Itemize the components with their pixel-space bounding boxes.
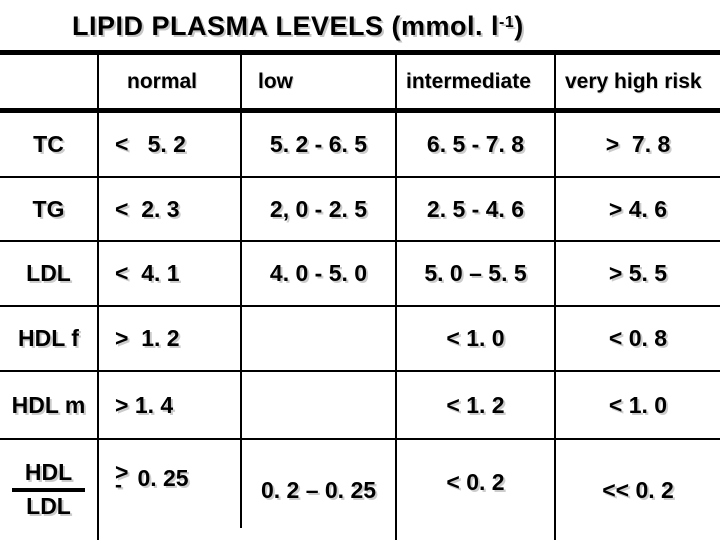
cell-low: 0. 2 – 0. 25 (242, 440, 397, 540)
row-label: TC (0, 113, 99, 176)
header-metric (0, 55, 99, 108)
cell-intermediate: 5. 0 – 5. 5 (397, 242, 556, 305)
cell-normal-value: 0. 25 (137, 464, 189, 491)
cell-very-high-risk: > 4. 6 (608, 195, 668, 222)
cell-low (242, 372, 397, 438)
cell-normal: < 2. 3 (99, 178, 242, 240)
cell-low: 4. 0 - 5. 0 (242, 242, 397, 305)
header-intermediate: intermediate (397, 55, 556, 108)
cell-intermediate: 6. 5 - 7. 8 (397, 113, 556, 176)
cell-very-high-risk: > 7. 8 (605, 131, 671, 157)
table-row-ldl: LDL < 4. 1 4. 0 - 5. 0 5. 0 – 5. 5 > 5. … (0, 242, 720, 307)
row-label: LDL (0, 242, 99, 305)
header-low: low (242, 55, 397, 108)
title-suffix: ) (514, 11, 524, 41)
page-title: LIPID PLASMA LEVELS (mmol. l-1) (0, 0, 720, 50)
cell-normal: > - 0. 25 (99, 428, 242, 528)
title-text: LIPID PLASMA LEVELS (mmol. l (72, 11, 500, 41)
table-row-hdl-ldl-ratio: HDL LDL > - 0. 25 0. 2 – 0. 25 < 0. 2 <<… (0, 428, 720, 540)
cell-intermediate: < 1. 2 (397, 372, 556, 438)
cell-very-high-risk: < 0. 8 (608, 325, 668, 351)
cell-intermediate-value: < 0. 2 (446, 468, 505, 495)
cell-intermediate: 2. 5 - 4. 6 (397, 178, 556, 240)
cell-normal: < 5. 2 (99, 113, 242, 176)
table-row-tg: TG < 2. 3 2, 0 - 2. 5 2. 5 - 4. 6 > 4. 6 (0, 178, 720, 242)
row-label-fraction: HDL LDL (0, 440, 99, 540)
lipid-levels-table: normal low intermediate very high risk T… (0, 50, 720, 540)
cell-very-high-risk: << 0. 2 (602, 476, 674, 503)
table-header-row: normal low intermediate very high risk (0, 50, 720, 113)
cell-low: 5. 2 - 6. 5 (242, 113, 397, 176)
row-label: TG (0, 178, 99, 240)
greater-equal-symbol: > - (115, 459, 129, 497)
cell-very-high-risk: > 5. 5 (608, 260, 668, 286)
hdl-ldl-fraction: HDL LDL (11, 459, 86, 520)
row-label: HDL f (0, 307, 99, 370)
cell-normal: > 1. 4 (99, 372, 242, 438)
table-row-hdl-f: HDL f > 1. 2 < 1. 0 < 0. 8 (0, 307, 720, 372)
table-row-hdl-m: HDL m > 1. 4 < 1. 2 < 1. 0 (0, 372, 720, 440)
row-label: HDL m (0, 372, 99, 438)
table-row-tc: TC < 5. 2 5. 2 - 6. 5 6. 5 - 7. 8 > 7. 8 (0, 113, 720, 178)
fraction-denominator: LDL (26, 493, 71, 519)
cell-intermediate: < 0. 2 (397, 440, 556, 540)
cell-intermediate: < 1. 0 (397, 307, 556, 370)
title-superscript: -1 (499, 14, 515, 31)
cell-normal: > 1. 2 (99, 307, 242, 370)
fraction-numerator: HDL (11, 459, 86, 492)
header-very-high-risk: very high risk (565, 69, 702, 93)
cell-low: 2, 0 - 2. 5 (242, 178, 397, 240)
cell-low (242, 307, 397, 370)
header-normal: normal (99, 55, 242, 108)
cell-normal: < 4. 1 (99, 242, 242, 305)
cell-very-high-risk: < 1. 0 (608, 391, 668, 418)
